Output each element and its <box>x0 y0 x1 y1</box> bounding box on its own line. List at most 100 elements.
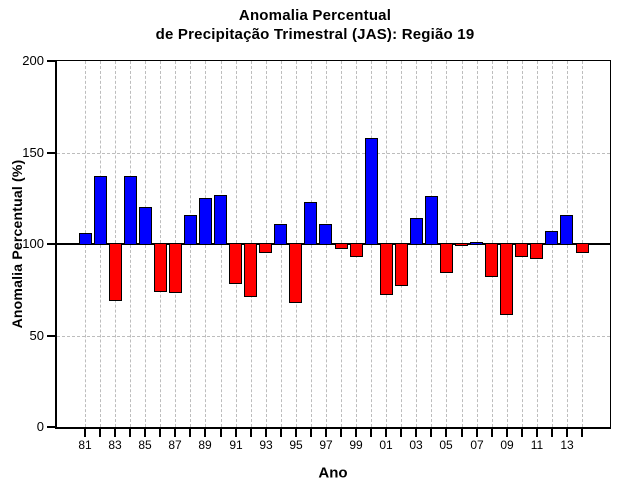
bar-94 <box>274 224 287 245</box>
x-tick-label: 07 <box>470 438 484 452</box>
y-tick <box>47 60 55 62</box>
bar-00 <box>365 138 378 245</box>
x-tick <box>295 429 297 437</box>
bar-88 <box>184 215 197 245</box>
bar-90 <box>214 195 227 245</box>
bar-04 <box>425 196 438 245</box>
y-tick-label: 100 <box>22 236 44 251</box>
baseline-100 <box>57 243 610 245</box>
bar-83 <box>109 243 122 301</box>
x-tick <box>506 429 508 437</box>
plot-area: 81 83 85 87 89 91 93 95 97 99 01 03 05 07 09 11 13 0 50 100… <box>22 53 611 452</box>
x-tick <box>220 429 222 437</box>
x-tick <box>385 429 387 437</box>
x-tick-label: 97 <box>319 438 333 452</box>
x-tick <box>491 429 493 437</box>
x-tick-label: 01 <box>379 438 393 452</box>
y-tick-label: 150 <box>22 145 44 160</box>
bar-85 <box>139 207 152 245</box>
x-tick-label: 81 <box>78 438 92 452</box>
x-tick-label: 95 <box>289 438 303 452</box>
bar-10 <box>515 243 528 257</box>
bar-01 <box>380 243 393 295</box>
x-tick <box>355 429 357 437</box>
bar-03 <box>410 218 423 245</box>
bar-05 <box>440 243 453 273</box>
y-tick-label: 200 <box>22 53 44 68</box>
x-tick <box>340 429 342 437</box>
x-tick <box>174 429 176 437</box>
x-tick <box>310 429 312 437</box>
chart-title: Anomalia Percentual de Precipitação Trim… <box>0 6 630 44</box>
x-tick-label: 11 <box>530 438 544 452</box>
y-tick <box>47 426 55 428</box>
x-tick <box>536 429 538 437</box>
x-tick-label: 87 <box>168 438 182 452</box>
bar-11 <box>530 243 543 259</box>
bar-96 <box>304 202 317 245</box>
x-tick-label: 83 <box>108 438 122 452</box>
bar-14 <box>576 243 589 253</box>
x-tick <box>476 429 478 437</box>
x-tick <box>445 429 447 437</box>
bar-06 <box>455 243 468 246</box>
y-tick-label: 50 <box>29 328 44 343</box>
y-tick <box>47 152 55 154</box>
x-tick <box>521 429 523 437</box>
y-tick <box>47 243 55 245</box>
x-tick-label: 09 <box>500 438 514 452</box>
x-tick <box>129 429 131 437</box>
bar-97 <box>319 224 332 245</box>
x-tick <box>581 429 583 437</box>
x-tick <box>415 429 417 437</box>
x-tick-label: 05 <box>439 438 453 452</box>
bar-07 <box>470 242 483 245</box>
bar-93 <box>259 243 272 253</box>
x-tick <box>430 429 432 437</box>
x-tick-label: 99 <box>349 438 363 452</box>
x-tick-label: 85 <box>138 438 152 452</box>
x-tick-label: 89 <box>198 438 212 452</box>
x-tick <box>370 429 372 437</box>
bar-92 <box>244 243 257 297</box>
bar-81 <box>79 233 92 245</box>
x-tick <box>250 429 252 437</box>
x-tick-label: 13 <box>560 438 574 452</box>
bar-08 <box>485 243 498 277</box>
bar-86 <box>154 243 167 292</box>
x-tick <box>235 429 237 437</box>
x-tick-label: 91 <box>229 438 243 452</box>
x-tick <box>325 429 327 437</box>
x-tick <box>99 429 101 437</box>
x-tick <box>551 429 553 437</box>
bar-89 <box>199 198 212 245</box>
bar-95 <box>289 243 302 303</box>
bar-12 <box>545 231 558 245</box>
bar-02 <box>395 243 408 286</box>
bar-13 <box>560 215 573 245</box>
bar-91 <box>229 243 242 284</box>
bar-84 <box>124 176 137 245</box>
x-tick <box>280 429 282 437</box>
y-tick <box>47 335 55 337</box>
x-tick <box>114 429 116 437</box>
x-tick <box>204 429 206 437</box>
x-tick <box>84 429 86 437</box>
h-gridline <box>57 336 610 337</box>
bar-99 <box>350 243 363 257</box>
bar-09 <box>500 243 513 315</box>
chart-title-line1: Anomalia Percentual <box>238 7 392 24</box>
x-tick <box>400 429 402 437</box>
bar-82 <box>94 176 107 245</box>
x-tick <box>265 429 267 437</box>
y-tick-label: 0 <box>36 419 44 434</box>
x-tick <box>461 429 463 437</box>
x-tick <box>566 429 568 437</box>
x-tick-label: 93 <box>259 438 273 452</box>
x-tick <box>189 429 191 437</box>
chart-title-line2: de Precipitação Trimestral (JAS): Região… <box>155 26 475 43</box>
x-tick <box>144 429 146 437</box>
h-gridline <box>57 153 610 154</box>
x-tick-label: 03 <box>409 438 423 452</box>
